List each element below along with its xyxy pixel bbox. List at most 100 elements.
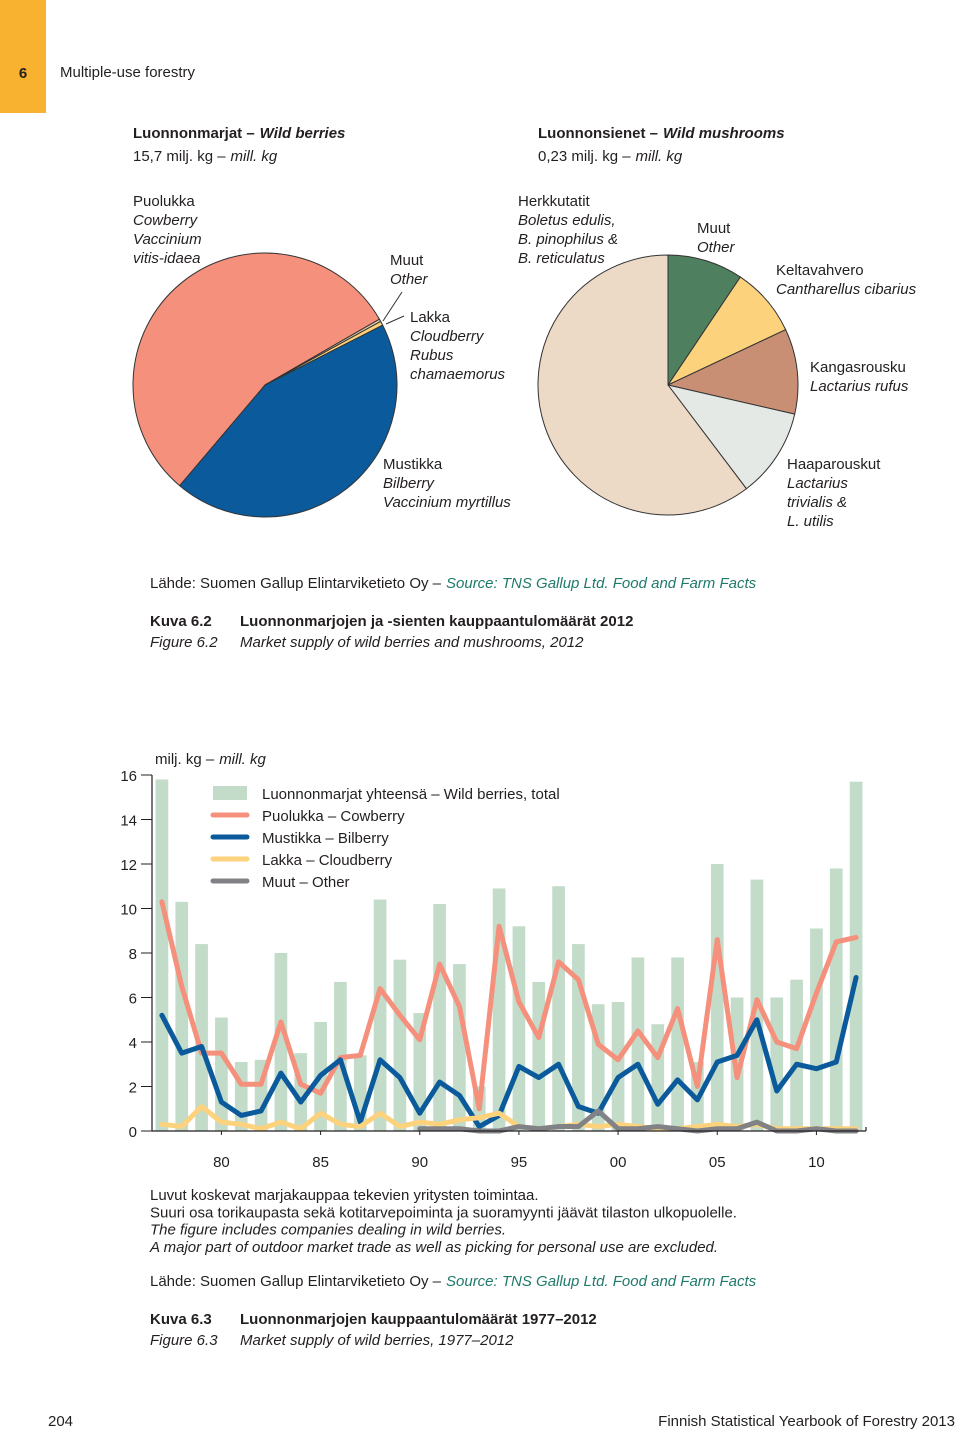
bar	[532, 981, 546, 1131]
pie-subtitle-part: 0,23 milj. kg –	[538, 148, 631, 165]
caption-title: Market supply of wild berries and mushro…	[240, 634, 584, 651]
legend-label: Luonnonmarjat yhteensä – Wild berries, t…	[262, 786, 560, 803]
pie-label: Keltavahvero	[776, 262, 864, 279]
chapter-title: Multiple-use forestry	[60, 64, 196, 81]
pie-title: Luonnonmarjat – Wild berries	[133, 125, 345, 142]
pie-label: Rubus	[410, 347, 454, 364]
bar	[155, 779, 169, 1131]
pie-label: Herkkutatit	[518, 193, 591, 210]
bar	[829, 868, 843, 1131]
pie-label: L. utilis	[787, 513, 834, 530]
y-axis-label-part: mill. kg	[219, 751, 266, 768]
bar	[849, 781, 863, 1131]
bar	[552, 886, 565, 1131]
pie-label: trivialis &	[787, 494, 847, 511]
bar	[512, 926, 526, 1131]
note: Suuri osa torikaupasta sekä kotitarvepoi…	[150, 1204, 737, 1221]
bar	[373, 899, 387, 1131]
y-tick-label: 8	[129, 946, 137, 963]
bar	[175, 901, 189, 1131]
caption-label: Kuva 6.3	[150, 1311, 212, 1328]
note: The figure includes companies dealing in…	[150, 1222, 506, 1239]
pie-title-part: Wild mushrooms	[663, 125, 785, 142]
legend-label: Puolukka – Cowberry	[262, 808, 405, 825]
x-tick-label: 00	[610, 1154, 627, 1171]
pie-label: Other	[697, 239, 736, 256]
x-tick-label: 10	[808, 1154, 825, 1171]
pie-subtitle-part: mill. kg	[231, 148, 278, 165]
pie-label: Cantharellus cibarius	[776, 281, 917, 298]
note: Luvut koskevat marjakauppaa tekevien yri…	[150, 1187, 539, 1204]
bar	[413, 1013, 427, 1131]
caption-label: Kuva 6.2	[150, 613, 212, 630]
bar	[393, 959, 407, 1131]
publication: Finnish Statistical Yearbook of Forestry…	[658, 1413, 955, 1430]
y-tick-label: 6	[129, 991, 137, 1008]
x-tick-label: 80	[213, 1154, 230, 1171]
y-tick-label: 14	[120, 813, 137, 830]
pie-title: Luonnonsienet – Wild mushrooms	[538, 125, 785, 142]
caption-label: Figure 6.2	[150, 634, 218, 651]
pie-label: Haaparouskut	[787, 456, 881, 473]
caption-title: Luonnonmarjojen ja -sienten kauppaantulo…	[240, 613, 633, 630]
pie-slice	[537, 254, 748, 516]
pie-subtitle-part: mill. kg	[636, 148, 683, 165]
y-tick-label: 0	[129, 1124, 137, 1141]
x-tick-label: 90	[411, 1154, 428, 1171]
x-tick-label: 85	[312, 1154, 329, 1171]
chapter-tab	[0, 0, 46, 113]
source-part: Lähde: Suomen Gallup Elintarviketieto Oy…	[150, 1273, 442, 1290]
y-tick-label: 10	[120, 902, 137, 919]
source: Lähde: Suomen Gallup Elintarviketieto Oy…	[150, 1273, 757, 1290]
pie-slice	[667, 254, 742, 387]
pie-label: Mustikka	[383, 456, 443, 473]
pie-subtitle: 15,7 milj. kg – mill. kg	[133, 148, 278, 165]
pie-label: Lakka	[410, 309, 451, 326]
pie-label: chamaemorus	[410, 366, 506, 383]
pie-slice	[666, 328, 799, 415]
pie-slice	[178, 324, 398, 518]
pie-title-part: Luonnonsienet –	[538, 125, 658, 142]
source: Lähde: Suomen Gallup Elintarviketieto Oy…	[150, 575, 757, 592]
line-series	[159, 899, 859, 1112]
y-axis-label: milj. kg – mill. kg	[155, 751, 267, 768]
pie-label: Cowberry	[133, 212, 199, 229]
y-tick-label: 2	[129, 1080, 137, 1097]
pie-label: Puolukka	[133, 193, 195, 210]
bar	[810, 928, 823, 1131]
pie-label: Lactarius rufus	[810, 378, 909, 395]
y-tick-label: 12	[120, 857, 137, 874]
pie-label: Cloudberry	[410, 328, 485, 345]
bar	[611, 1001, 625, 1131]
leader-line	[382, 291, 403, 322]
caption-title: Luonnonmarjojen kauppaantulomäärät 1977–…	[240, 1311, 597, 1328]
pie-slice	[666, 384, 796, 490]
pie-label: Vaccinium	[133, 231, 202, 248]
pie-label: Muut	[390, 252, 424, 269]
note: A major part of outdoor market trade as …	[149, 1239, 718, 1256]
legend-label: Muut – Other	[262, 874, 350, 891]
bar	[215, 1017, 228, 1131]
bar	[234, 1062, 248, 1131]
pie-label: Bilberry	[383, 475, 435, 492]
pie-slice	[264, 320, 384, 386]
bar	[274, 953, 288, 1131]
source-part: Lähde: Suomen Gallup Elintarviketieto Oy…	[150, 575, 442, 592]
pie-label: Vaccinium myrtillus	[383, 494, 511, 511]
legend-swatch	[213, 786, 247, 800]
x-tick-label: 05	[709, 1154, 726, 1171]
source-part: Source: TNS Gallup Ltd. Food and Farm Fa…	[446, 575, 757, 592]
source-part: Source: TNS Gallup Ltd. Food and Farm Fa…	[446, 1273, 757, 1290]
pie-title-part: Luonnonmarjat –	[133, 125, 255, 142]
pie-label: vitis-idaea	[133, 250, 201, 267]
y-axis-label-part: milj. kg –	[155, 751, 215, 768]
caption-title: Market supply of wild berries, 1977–2012	[240, 1332, 514, 1349]
pie-subtitle-part: 15,7 milj. kg –	[133, 148, 226, 165]
y-tick-label: 4	[129, 1035, 137, 1052]
caption-label: Figure 6.3	[150, 1332, 218, 1349]
y-tick-label: 16	[120, 768, 137, 785]
pie-title-part: Wild berries	[260, 125, 346, 142]
pie-label: Other	[390, 271, 429, 288]
legend-label: Mustikka – Bilberry	[262, 830, 389, 847]
